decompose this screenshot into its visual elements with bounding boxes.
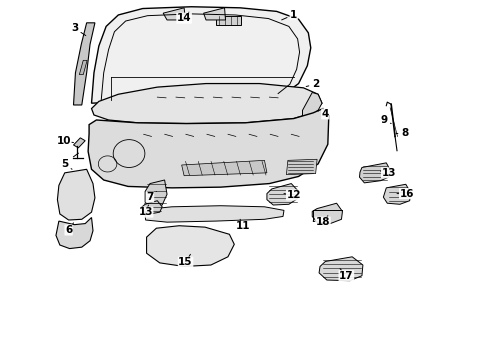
Text: 13: 13 [138,205,153,217]
Text: 3: 3 [71,23,86,36]
Polygon shape [92,7,311,103]
Polygon shape [88,109,329,188]
Polygon shape [360,163,390,183]
Text: 6: 6 [65,223,74,235]
Polygon shape [56,217,93,249]
Text: 12: 12 [284,190,301,200]
Text: 4: 4 [317,109,329,119]
Polygon shape [267,184,298,205]
Polygon shape [142,201,162,214]
Polygon shape [57,169,95,220]
Polygon shape [163,8,186,20]
Polygon shape [74,138,85,148]
Polygon shape [383,184,411,204]
Text: 7: 7 [147,192,156,202]
Polygon shape [319,257,363,281]
Polygon shape [145,206,284,222]
Polygon shape [287,159,317,175]
Polygon shape [182,160,267,176]
Text: 17: 17 [339,269,354,281]
Polygon shape [312,203,343,224]
Text: 15: 15 [178,254,193,267]
Text: 18: 18 [316,216,330,227]
Text: 9: 9 [380,115,391,125]
Polygon shape [147,226,234,266]
Polygon shape [302,93,322,118]
Polygon shape [92,84,322,123]
Text: 13: 13 [380,168,396,178]
Text: 16: 16 [397,189,414,199]
Text: 1: 1 [282,10,297,20]
Text: 11: 11 [235,219,250,231]
Polygon shape [145,180,167,207]
Polygon shape [79,60,87,75]
Bar [216,16,241,25]
Text: 5: 5 [61,159,72,169]
Text: 14: 14 [177,12,192,23]
Polygon shape [74,23,95,105]
Text: 10: 10 [56,136,74,147]
Text: 2: 2 [306,79,319,89]
Text: 8: 8 [396,128,409,138]
Polygon shape [203,8,225,20]
